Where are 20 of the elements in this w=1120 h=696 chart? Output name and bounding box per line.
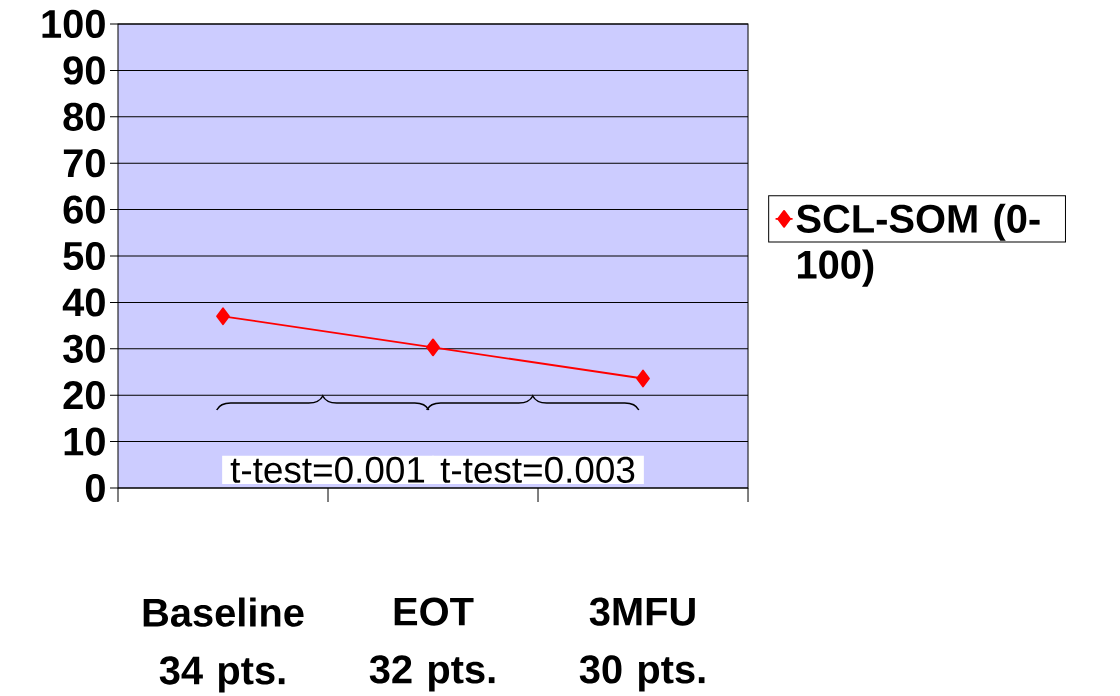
annotation: t-test=0.001 bbox=[230, 456, 425, 484]
y-tick-label: 60 bbox=[63, 195, 105, 224]
legend-label: SCL-SOM (0-100) bbox=[796, 203, 1040, 287]
x-tick-label: EOT 32 pts. bbox=[369, 597, 495, 692]
y-tick-label: 0 bbox=[85, 473, 105, 503]
y-tick-label: 80 bbox=[63, 102, 105, 132]
y-tick-label: 100 bbox=[42, 9, 105, 39]
point bbox=[636, 369, 650, 388]
annotation: t-test=0.003 bbox=[440, 456, 635, 484]
point bbox=[426, 338, 440, 357]
y-tick-label: 70 bbox=[63, 149, 105, 178]
y-tick-label: 90 bbox=[63, 56, 105, 85]
x-tick-label: Baseline 34 pts. bbox=[143, 597, 304, 693]
y-tick-label: 10 bbox=[64, 427, 105, 456]
y-tick-label: 40 bbox=[62, 288, 105, 317]
y-tick-label: 50 bbox=[63, 241, 105, 271]
x-tick-label: 3MFU 30 pts. bbox=[579, 597, 705, 692]
y-tick-label: 30 bbox=[63, 334, 105, 364]
point bbox=[216, 307, 230, 326]
y-tick-label: 20 bbox=[63, 381, 105, 410]
